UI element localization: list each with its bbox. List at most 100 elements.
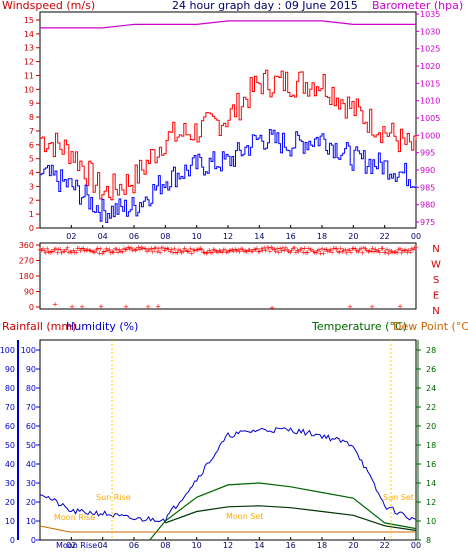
bottom-series <box>39 427 417 541</box>
sun-rise-label: Sun Rise <box>96 493 131 502</box>
direction-point: + <box>121 245 127 253</box>
direction-point: + <box>277 244 283 252</box>
direction-point: + <box>151 245 157 253</box>
direction-point: + <box>248 247 254 255</box>
baro-tick-label: 1030 <box>420 27 440 36</box>
direction-point: + <box>52 245 58 253</box>
top-hour-tick-label: 16 <box>286 232 296 241</box>
direction-tick-label: 270 <box>19 257 34 266</box>
direction-point: + <box>225 248 231 256</box>
direction-point: + <box>300 249 306 257</box>
direction-point: + <box>49 247 55 255</box>
direction-point: + <box>111 249 117 257</box>
direction-point: + <box>313 249 319 257</box>
direction-point: + <box>241 247 247 255</box>
direction-point: + <box>377 248 383 256</box>
direction-point: + <box>257 247 263 255</box>
direction-point: + <box>130 246 136 254</box>
baro-tick-label: 1000 <box>420 131 440 140</box>
direction-point: + <box>46 248 52 256</box>
direction-point: + <box>341 246 347 254</box>
top-hour-tick-label: 06 <box>129 232 139 241</box>
direction-point: + <box>137 246 143 254</box>
direction-point: + <box>187 245 193 253</box>
bottom-hour-tick-label: 00 <box>411 541 421 550</box>
rain-tick-label: 100 <box>0 346 15 355</box>
direction-point: + <box>234 247 240 255</box>
direction-point: + <box>50 248 56 256</box>
direction-point: + <box>264 244 270 252</box>
direction-point: + <box>374 248 380 256</box>
direction-point: + <box>147 246 153 254</box>
direction-point: + <box>279 247 285 255</box>
direction-point: + <box>166 246 172 254</box>
direction-point: + <box>183 246 189 254</box>
direction-point: + <box>206 247 212 255</box>
humidity-tick-label: 50 <box>26 441 36 450</box>
top-hour-tick-label: 08 <box>160 232 170 241</box>
direction-point: + <box>60 247 66 255</box>
direction-point: + <box>281 247 287 255</box>
direction-point: + <box>404 249 410 257</box>
bottom-hour-tick-label: 14 <box>254 541 264 550</box>
direction-point: + <box>93 246 99 254</box>
wind-tick-label: 9 <box>29 99 34 108</box>
compass-label: W <box>431 260 441 271</box>
baro-tick-label: 985 <box>420 183 435 192</box>
temperature-rise-line <box>149 520 166 541</box>
wind-tick-label: 4 <box>29 169 34 178</box>
direction-point: + <box>393 248 399 256</box>
baro-tick-label: 995 <box>420 149 435 158</box>
bottom-hour-tick-label: 06 <box>129 541 139 550</box>
temp-tick-label: 12 <box>426 498 436 507</box>
direction-point: + <box>315 247 321 255</box>
direction-point: + <box>364 246 370 254</box>
compass-label: E <box>433 291 439 302</box>
bottom-hour-tick-label: 16 <box>286 541 296 550</box>
direction-point: + <box>250 248 256 256</box>
direction-point: + <box>205 248 211 256</box>
direction-point: + <box>381 249 387 257</box>
direction-point: + <box>89 247 95 255</box>
wind-tick-label: 15 <box>24 16 34 25</box>
direction-point: + <box>173 249 179 257</box>
bottom-hour-tick-label: 02 <box>66 541 76 550</box>
direction-point: + <box>62 248 68 256</box>
direction-point: + <box>360 249 366 257</box>
direction-point: + <box>200 248 206 256</box>
baro-tick-label: 990 <box>420 166 435 175</box>
direction-point: + <box>384 246 390 254</box>
direction-point: + <box>388 248 394 256</box>
direction-point: + <box>347 247 353 255</box>
temp-tick-label: 24 <box>426 384 436 393</box>
direction-point: + <box>361 244 367 252</box>
direction-point: + <box>258 245 264 253</box>
direction-point: + <box>375 246 381 254</box>
direction-point: + <box>367 247 373 255</box>
direction-point: + <box>172 245 178 253</box>
temp-tick-label: 20 <box>426 422 436 431</box>
direction-outlier: + <box>123 303 129 311</box>
direction-point: + <box>235 246 241 254</box>
direction-point: + <box>331 245 337 253</box>
direction-point: + <box>63 246 69 254</box>
bottom-hour-tick-label: 12 <box>223 541 233 550</box>
direction-point: + <box>159 244 165 252</box>
direction-point: + <box>365 248 371 256</box>
direction-point: + <box>219 248 225 256</box>
top-hour-tick-label: 18 <box>317 232 327 241</box>
direction-tick-label: 0 <box>29 303 34 312</box>
direction-point: + <box>284 246 290 254</box>
direction-point: + <box>276 248 282 256</box>
direction-point: + <box>98 245 104 253</box>
direction-point: + <box>72 248 78 256</box>
direction-point: + <box>59 249 65 257</box>
direction-point: + <box>128 244 134 252</box>
direction-point: + <box>380 245 386 253</box>
top-hour-tick-label: 22 <box>380 232 390 241</box>
direction-outlier: + <box>52 301 58 309</box>
direction-tick-label: 360 <box>19 241 34 250</box>
direction-point: + <box>88 247 94 255</box>
direction-point: + <box>140 245 146 253</box>
direction-point: + <box>37 246 43 254</box>
